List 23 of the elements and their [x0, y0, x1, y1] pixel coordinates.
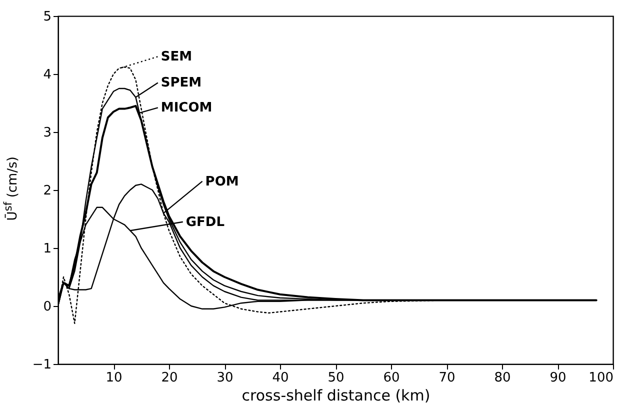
x-tick-label: 80 — [494, 370, 511, 386]
legend-label: GFDL — [186, 214, 225, 230]
x-tick-label: 90 — [550, 370, 566, 386]
legend-label: MICOM — [160, 100, 212, 116]
legend-label: SEM — [160, 50, 192, 65]
x-tick-label: 10 — [106, 370, 122, 386]
y-tick-label: 4 — [43, 68, 52, 82]
x-tick-label: 60 — [383, 370, 400, 386]
x-tick-label: 20 — [161, 370, 178, 386]
x-tick-label: 40 — [272, 370, 289, 386]
x-tick-label: 70 — [438, 370, 456, 386]
y-tick-label: 5 — [43, 10, 52, 24]
x-tick-label: 50 — [328, 370, 344, 386]
x-tick-label: 30 — [216, 370, 234, 386]
y-tick-label: 1 — [43, 242, 52, 256]
y-tick-label: 0 — [43, 300, 52, 314]
y-tick-label: −1 — [32, 358, 52, 372]
text: POM — [205, 174, 239, 190]
legend-label: SPEM — [160, 76, 202, 91]
y-tick-label: 3 — [43, 126, 52, 140]
y-tick-label: 2 — [43, 184, 52, 198]
x-tick-label: 100 — [588, 370, 614, 386]
x-axis-title: cross-shelf distance (km) — [242, 386, 430, 404]
